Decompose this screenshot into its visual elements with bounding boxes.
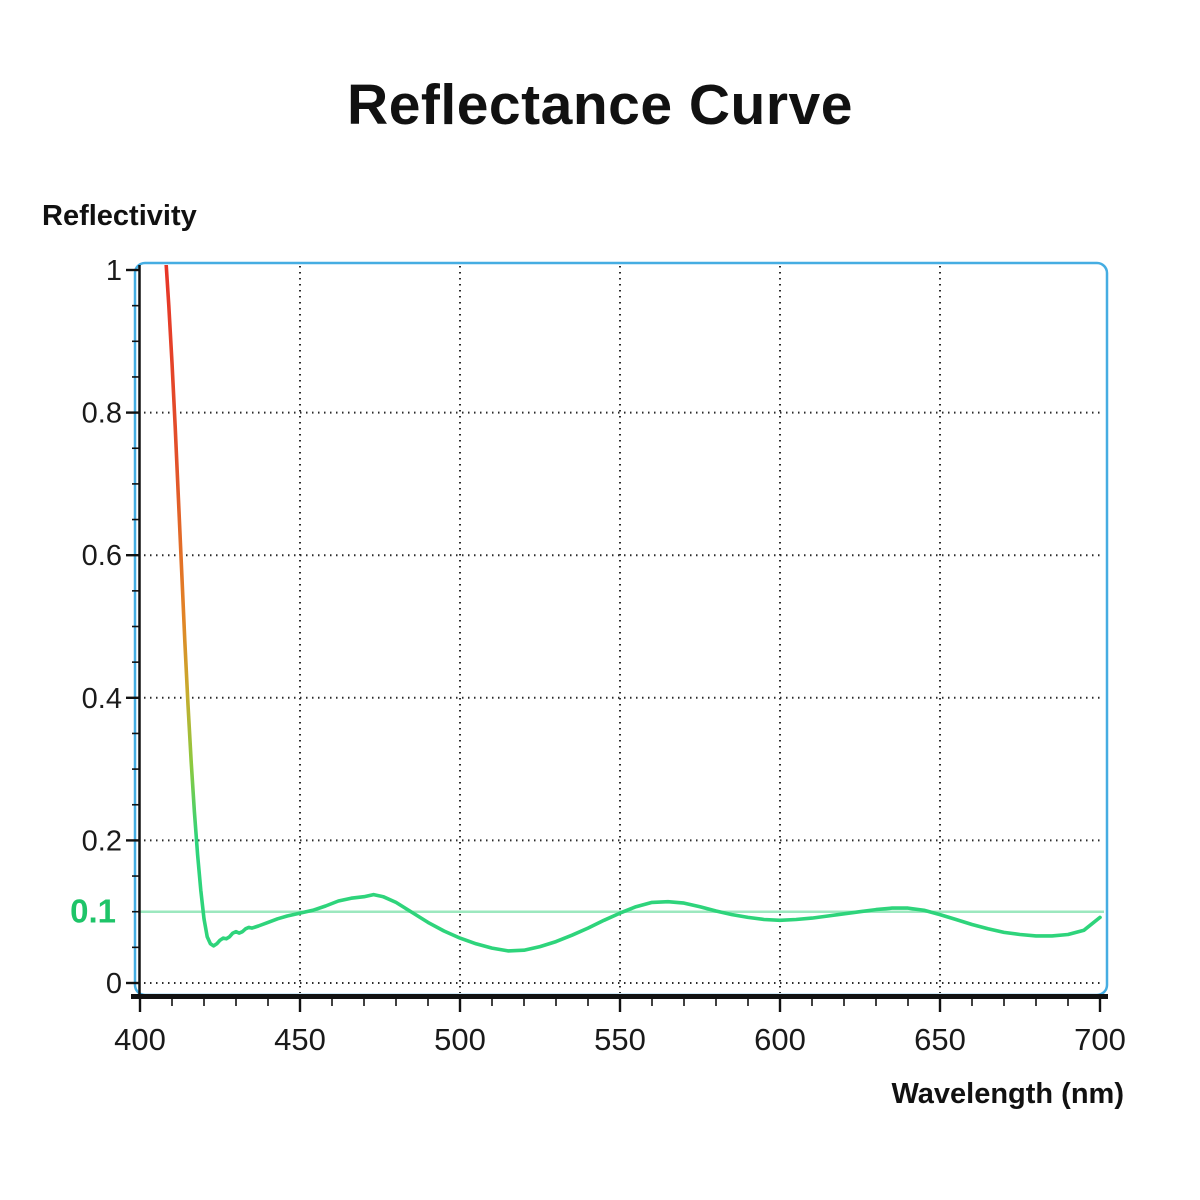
- x-tick-label: 600: [754, 1022, 806, 1057]
- reflectance-curve: [163, 265, 1102, 953]
- x-tick-label: 500: [434, 1022, 486, 1057]
- x-tick-label: 450: [274, 1022, 326, 1057]
- y-tick-label: 0.6: [82, 540, 122, 572]
- x-tick-label: 550: [594, 1022, 646, 1057]
- threshold-label: 0.1: [70, 893, 116, 930]
- chart-title: Reflectance Curve: [347, 73, 853, 137]
- y-tick-label: 0.4: [82, 683, 122, 715]
- x-axis-title: Wavelength (nm): [891, 1078, 1124, 1110]
- y-tick-label: 0: [106, 968, 122, 1000]
- y-tick-label: 0.8: [82, 398, 122, 430]
- y-tick-label: 1: [106, 255, 122, 287]
- x-tick-label: 700: [1074, 1022, 1126, 1057]
- x-tick-label: 400: [114, 1022, 166, 1057]
- x-tick-label: 650: [914, 1022, 966, 1057]
- y-axis-title: Reflectivity: [42, 200, 197, 232]
- y-tick-label: 0.2: [82, 825, 122, 857]
